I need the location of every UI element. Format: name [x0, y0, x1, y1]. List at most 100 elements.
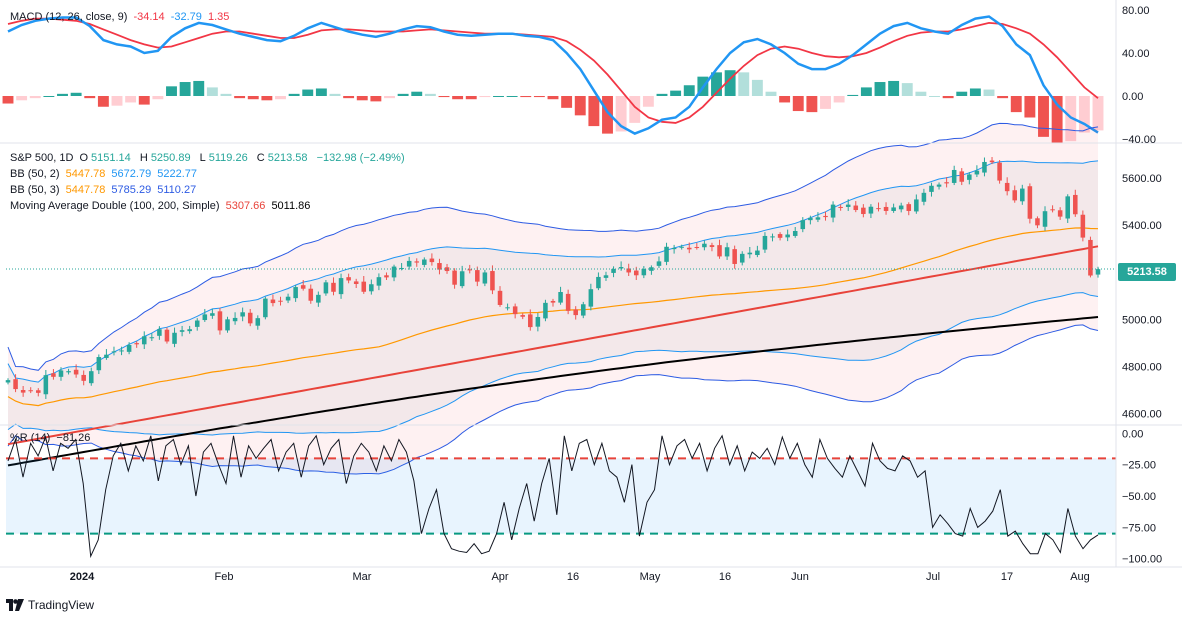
candle-body — [611, 268, 616, 273]
candle — [81, 370, 86, 386]
candle — [505, 303, 510, 311]
candle — [588, 283, 594, 311]
candle-body — [36, 390, 41, 393]
candle-body — [475, 270, 480, 282]
candle — [755, 245, 760, 258]
candle — [452, 268, 457, 289]
candle — [989, 157, 995, 165]
candle-body — [543, 302, 548, 319]
macd-histogram-bar — [16, 96, 28, 101]
macd-histogram-bar — [152, 96, 164, 100]
candle — [777, 232, 783, 241]
candle — [967, 172, 972, 185]
macd-histogram-bar — [806, 96, 818, 113]
x-tick-label: Apr — [491, 571, 508, 583]
candle — [868, 204, 874, 219]
candle-body — [1095, 269, 1101, 275]
macd-histogram-bar — [533, 96, 545, 98]
macd-histogram-bar — [384, 96, 395, 99]
macd-histogram-bar — [438, 96, 450, 98]
candle-body — [929, 185, 934, 192]
candle-body — [179, 330, 185, 332]
candle-body — [876, 208, 881, 210]
candle-body — [936, 184, 942, 187]
x-tick-label: Feb — [215, 571, 234, 583]
candle — [376, 273, 382, 291]
macd-histogram-bar — [302, 89, 314, 96]
bb2-legend-row: BB (50, 2) 5447.78 5672.79 5222.77 — [10, 166, 408, 182]
tradingview-brand[interactable]: TradingView — [6, 598, 94, 612]
macd-histogram-bar — [193, 80, 205, 96]
bb2-upper-line — [7, 160, 1099, 383]
macd-histogram-bar — [860, 87, 872, 96]
candle-body — [596, 276, 601, 289]
candle-body — [898, 205, 904, 210]
ohlc-o-label: O — [79, 152, 89, 164]
candle-body — [967, 174, 972, 180]
candle — [823, 211, 828, 221]
candle-body — [656, 261, 662, 266]
candle-body — [247, 312, 253, 324]
bb3-basis: 5447.78 — [65, 184, 106, 196]
candle — [338, 273, 344, 299]
bb3-upper: 5785.29 — [111, 184, 152, 196]
y-tick-label: −75.00 — [1122, 522, 1156, 534]
candle — [785, 229, 790, 242]
macd-histogram-bar — [1051, 96, 1063, 144]
bb3-lower: 5110.27 — [157, 184, 197, 196]
candle-body — [815, 217, 821, 220]
candle — [724, 242, 730, 260]
candle — [316, 291, 321, 307]
candle — [414, 258, 420, 267]
candle — [202, 308, 208, 322]
candle — [157, 326, 162, 340]
macd-histogram-bar — [888, 80, 900, 96]
candle — [1050, 205, 1055, 213]
ohlc-o: O 5151.14 — [79, 152, 133, 164]
candle — [808, 215, 813, 225]
candle-body — [429, 258, 435, 263]
macd-histogram-bar — [220, 93, 232, 96]
candle — [1080, 210, 1086, 242]
candle-body — [535, 316, 541, 327]
candle — [1042, 206, 1048, 231]
candle — [467, 264, 473, 274]
candle-body — [346, 277, 351, 281]
candle — [944, 177, 949, 188]
candle-body — [694, 247, 700, 249]
candle — [5, 378, 11, 385]
macd-histogram-bar — [275, 96, 286, 100]
candle-body — [293, 287, 298, 299]
y-tick-label: 0.00 — [1122, 91, 1143, 103]
candle-body — [285, 296, 291, 301]
candle-body — [81, 374, 86, 381]
x-tick-label: 2024 — [70, 571, 95, 583]
candle-body — [989, 160, 995, 163]
macd-histogram-bar — [125, 96, 137, 103]
x-tick-label: Jun — [791, 571, 809, 583]
candle-body — [437, 263, 442, 270]
macd-histogram-bar — [29, 96, 41, 99]
candle-body — [1027, 186, 1033, 219]
candle-body — [490, 271, 495, 291]
candle-body — [58, 370, 64, 377]
candle-body — [853, 205, 859, 211]
candle-body — [626, 268, 631, 273]
candle-body — [1057, 210, 1063, 217]
wr-line — [7, 434, 1099, 559]
candle-body — [384, 275, 389, 278]
candle-body — [686, 247, 692, 250]
candle — [543, 299, 548, 322]
candle — [830, 201, 836, 223]
symbol-legend-row: S&P 500, 1D O 5151.14 H 5250.89 L 5119.26 C… — [10, 150, 408, 166]
candle-body — [300, 285, 306, 289]
candle-body — [520, 315, 525, 317]
candle — [853, 201, 859, 213]
candle-body — [641, 268, 647, 276]
candle — [263, 296, 268, 320]
macd-histogram-bar — [465, 96, 477, 100]
candle — [96, 354, 102, 374]
macd-histogram-bar — [329, 93, 341, 96]
candle-body — [762, 235, 768, 250]
